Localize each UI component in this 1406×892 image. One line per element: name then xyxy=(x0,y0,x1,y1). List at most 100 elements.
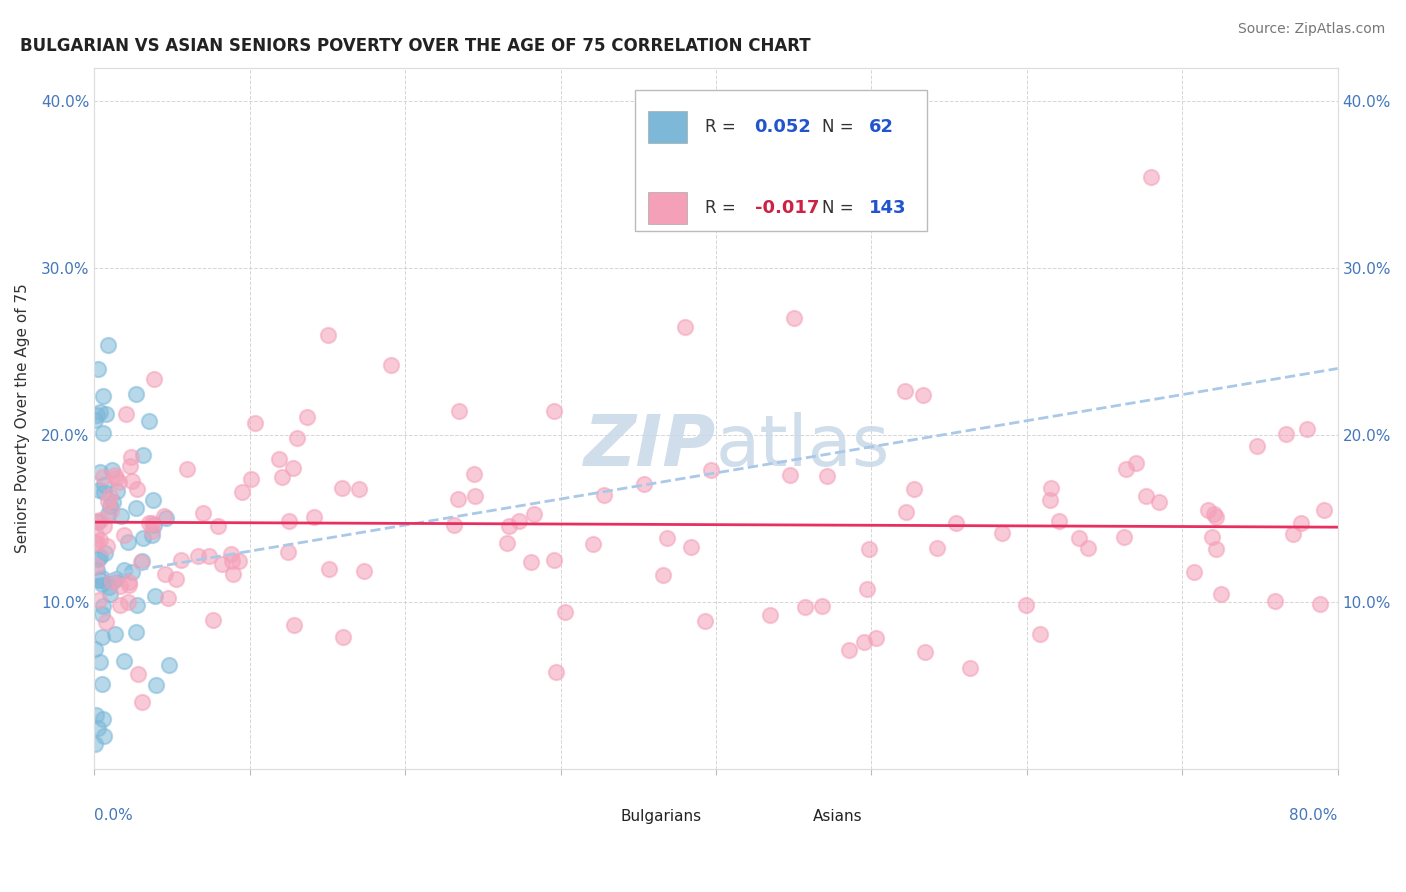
Point xyxy=(118,575,141,590)
Point xyxy=(202,613,225,627)
Point xyxy=(176,461,198,475)
Point xyxy=(91,712,114,726)
Point xyxy=(131,554,153,568)
Point xyxy=(97,494,120,508)
Point xyxy=(283,618,305,632)
Point xyxy=(89,655,111,669)
Point xyxy=(118,578,141,592)
Point xyxy=(97,337,120,351)
FancyBboxPatch shape xyxy=(648,112,688,143)
Text: 62: 62 xyxy=(869,119,894,136)
Point xyxy=(98,489,121,503)
Point xyxy=(463,467,485,481)
Point xyxy=(1140,169,1163,184)
Point xyxy=(443,517,465,532)
Point xyxy=(104,471,127,485)
Point xyxy=(277,545,299,559)
Point xyxy=(633,477,655,491)
Point xyxy=(108,579,131,593)
Point xyxy=(86,408,108,422)
Point xyxy=(87,515,110,529)
Point xyxy=(865,632,887,646)
Point xyxy=(114,408,136,422)
Point xyxy=(1125,456,1147,470)
Point xyxy=(1182,566,1205,580)
Point xyxy=(318,562,340,576)
Point xyxy=(1246,439,1268,453)
Point xyxy=(94,615,117,629)
Point xyxy=(142,493,165,508)
Point xyxy=(523,508,546,522)
Point xyxy=(94,407,117,421)
Point xyxy=(93,519,115,533)
Point xyxy=(89,513,111,527)
Point xyxy=(228,554,250,568)
Point xyxy=(231,485,253,500)
Point xyxy=(84,737,107,751)
Point xyxy=(496,535,519,549)
Point xyxy=(100,463,122,477)
Point xyxy=(894,505,917,519)
Point xyxy=(125,624,148,639)
Point xyxy=(89,405,111,419)
Point xyxy=(927,541,949,555)
Point xyxy=(84,514,107,528)
Point xyxy=(100,504,122,518)
Point xyxy=(1040,481,1063,495)
Point xyxy=(89,533,111,547)
Point xyxy=(170,553,193,567)
Point xyxy=(103,574,125,588)
Point xyxy=(903,482,925,496)
Point xyxy=(243,416,266,430)
Point xyxy=(221,554,243,568)
Point xyxy=(104,572,127,586)
Point xyxy=(89,483,111,497)
Point xyxy=(783,311,806,326)
Point xyxy=(91,389,114,403)
Point xyxy=(91,607,114,621)
Point xyxy=(125,483,148,497)
Text: 0.0%: 0.0% xyxy=(94,808,134,822)
Point xyxy=(97,581,120,595)
Point xyxy=(101,495,124,509)
Point xyxy=(91,470,114,484)
Point xyxy=(302,509,325,524)
Point xyxy=(959,661,981,675)
Point xyxy=(1309,597,1331,611)
Point xyxy=(655,531,678,545)
Point xyxy=(138,414,160,428)
Point xyxy=(91,426,114,441)
Point xyxy=(1047,514,1070,528)
Point xyxy=(283,461,305,475)
Point xyxy=(97,507,120,521)
Point xyxy=(191,507,214,521)
Point xyxy=(380,358,402,372)
Point xyxy=(93,477,115,491)
Point xyxy=(330,481,353,495)
Point xyxy=(287,431,309,445)
Point xyxy=(347,482,370,496)
Point xyxy=(519,555,541,569)
Point xyxy=(779,468,801,483)
Point xyxy=(1209,586,1232,600)
Point xyxy=(1205,510,1227,524)
Point xyxy=(91,599,114,614)
Point xyxy=(120,459,142,474)
Point xyxy=(911,388,934,402)
Point xyxy=(1205,542,1227,557)
Point xyxy=(117,595,139,609)
Point xyxy=(914,645,936,659)
Point xyxy=(143,372,166,386)
Point xyxy=(94,546,117,560)
Point xyxy=(295,409,318,424)
Text: N =: N = xyxy=(821,119,859,136)
Point xyxy=(222,566,245,581)
Point xyxy=(815,469,838,483)
Point xyxy=(673,319,696,334)
Point xyxy=(1067,531,1090,545)
Point xyxy=(239,472,262,486)
Point xyxy=(700,463,723,477)
Point xyxy=(84,641,107,656)
Point xyxy=(112,654,135,668)
Point xyxy=(1115,462,1137,476)
